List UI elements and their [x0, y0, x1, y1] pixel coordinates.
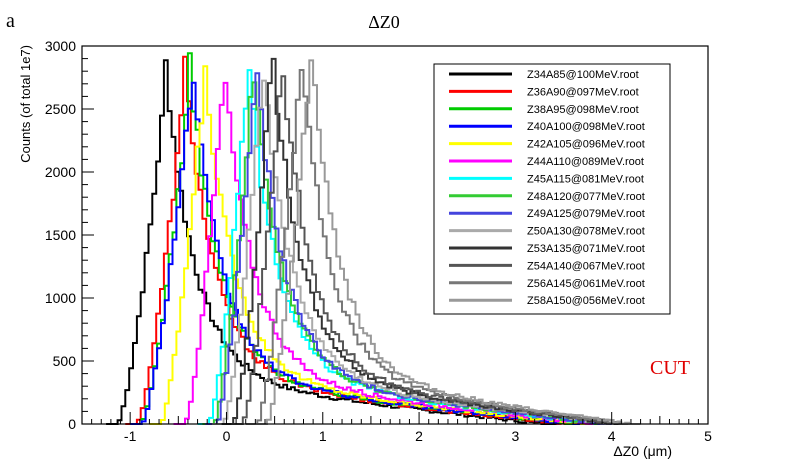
- x-tick-label: 5: [704, 428, 712, 444]
- legend-entries: Z34A85@100MeV.root Z36A90@097MeV.root Z38A…: [449, 69, 645, 307]
- series-line: [106, 59, 557, 425]
- panel-label: a: [6, 10, 15, 32]
- y-tick-label: 2000: [45, 164, 76, 180]
- legend-label: Z44A110@089MeV.root: [527, 156, 644, 168]
- legend-box: [433, 63, 671, 315]
- legend-label: Z40A100@098MeV.root: [527, 121, 645, 133]
- legend-label: Z34A85@100MeV.root: [527, 69, 639, 81]
- legend-label: Z36A90@097MeV.root: [527, 86, 639, 98]
- chart-title: ΔZ0: [368, 12, 400, 32]
- x-tick-label: 2: [415, 428, 423, 444]
- legend-label: Z58A150@056MeV.root: [527, 295, 645, 307]
- legend-label: Z49A125@079MeV.root: [527, 208, 645, 220]
- legend-label: Z38A95@098MeV.root: [527, 104, 639, 116]
- y-tick-label: 0: [68, 416, 76, 432]
- x-tick-label: -1: [124, 428, 137, 444]
- series-layer: [106, 52, 641, 425]
- legend-label: Z45A115@081MeV.root: [527, 173, 644, 185]
- x-axis-label: ΔZ0 (μm): [613, 443, 672, 459]
- x-tick-label: 4: [608, 428, 616, 444]
- y-tick-label: 1500: [45, 227, 76, 243]
- series-line: [255, 59, 641, 425]
- y-tick-label: 1000: [45, 290, 76, 306]
- legend-label: Z53A135@071MeV.root: [527, 243, 645, 255]
- y-tick-label: 3000: [45, 38, 76, 54]
- x-tick-label: 3: [511, 428, 519, 444]
- y-axis-label: Counts (of total 1e7): [18, 45, 33, 163]
- legend-label: Z48A120@077MeV.root: [527, 191, 645, 203]
- legend-label: Z50A130@078MeV.root: [527, 226, 645, 238]
- legend-label: Z54A140@067MeV.root: [527, 260, 645, 272]
- legend: Z34A85@100MeV.root Z36A90@097MeV.root Z38A…: [433, 63, 671, 315]
- cut-annotation: CUT: [650, 357, 690, 379]
- x-tick-label: 1: [319, 428, 327, 444]
- legend-label: Z56A145@061MeV.root: [527, 278, 645, 290]
- x-tick-label: 0: [223, 428, 231, 444]
- series-line: [221, 57, 627, 425]
- axes-layer: -1 0 1 2 3 4 5 0 500 1000 1500 2000 2500 3000: [45, 38, 712, 444]
- y-tick-label: 2500: [45, 101, 76, 117]
- legend-label: Z42A105@096MeV.root: [527, 139, 645, 151]
- y-tick-label: 500: [53, 353, 77, 369]
